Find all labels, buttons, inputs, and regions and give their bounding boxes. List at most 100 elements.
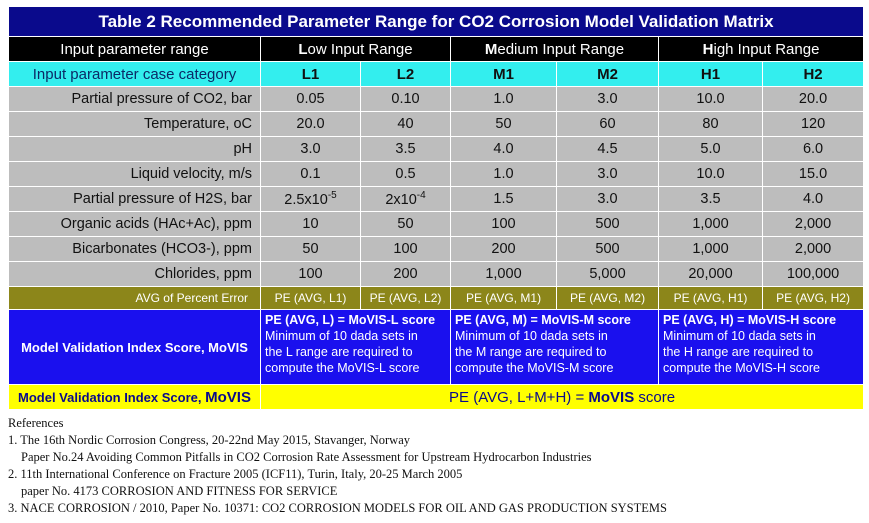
cell: 6.0 — [761, 136, 865, 162]
cell: 50 — [360, 211, 451, 237]
movis-low-block: PE (AVG, L) = MoVIS-L score Minimum of 1… — [260, 309, 451, 385]
cell: 2,000 — [761, 211, 865, 237]
cell: 60 — [556, 111, 659, 137]
row-label: Bicarbonates (HCO3-), ppm — [8, 236, 261, 262]
references-heading: References — [8, 416, 64, 430]
case-l1: L1 — [260, 61, 361, 87]
cell: 20.0 — [260, 111, 361, 137]
cell: 2x10-4 — [360, 186, 451, 212]
cell: 4.0 — [450, 136, 557, 162]
cell: 80 — [658, 111, 763, 137]
cell: 0.05 — [260, 86, 361, 112]
header-medium: Medium Input Range — [450, 36, 659, 62]
table-row: Liquid velocity, m/s 0.1 0.5 1.0 3.0 10.… — [8, 161, 865, 187]
row-label: Chlorides, ppm — [8, 261, 261, 287]
cell: 1,000 — [658, 236, 763, 262]
cell: 3.0 — [556, 161, 659, 187]
cell: 200 — [360, 261, 451, 287]
cell: 1.0 — [450, 161, 557, 187]
table-row-h2s: Partial pressure of H2S, bar 2.5x10-5 2x… — [8, 186, 865, 212]
avg-cell: PE (AVG, L1) — [260, 286, 361, 310]
row-label: pH — [8, 136, 261, 162]
cell: 120 — [761, 111, 865, 137]
cell: 1,000 — [658, 211, 763, 237]
final-score-label: Model Validation Index Score, MoVIS — [8, 384, 261, 410]
case-m1: M1 — [450, 61, 557, 87]
validation-matrix: Table 2 Recommended Parameter Range for … — [7, 6, 865, 410]
movis-high-block: PE (AVG, H) = MoVIS-H score Minimum of 1… — [657, 309, 865, 385]
row-label: Organic acids (HAc+Ac), ppm — [8, 211, 261, 237]
case-m2: M2 — [556, 61, 659, 87]
movis-label: Model Validation Index Score, MoVIS — [8, 309, 261, 385]
cell: 0.10 — [360, 86, 451, 112]
table-row: pH 3.0 3.5 4.0 4.5 5.0 6.0 — [8, 136, 865, 162]
table-row: Chlorides, ppm 100 200 1,000 5,000 20,00… — [8, 261, 865, 287]
cell: 4.5 — [556, 136, 659, 162]
cell: 3.0 — [556, 86, 659, 112]
cell: 15.0 — [761, 161, 865, 187]
cell: 10.0 — [658, 161, 763, 187]
cell: 0.5 — [360, 161, 451, 187]
cell: 20,000 — [658, 261, 763, 287]
cell: 4.0 — [761, 186, 865, 212]
reference-item: Paper No.24 Avoiding Common Pitfalls in … — [21, 450, 592, 464]
cell: 1.0 — [450, 86, 557, 112]
reference-item: paper No. 4173 CORROSION AND FITNESS FOR… — [21, 484, 338, 498]
table-title: Table 2 Recommended Parameter Range for … — [7, 6, 865, 37]
header-low: Low Input Range — [260, 36, 451, 62]
table-row: Organic acids (HAc+Ac), ppm 10 50 100 50… — [8, 211, 865, 237]
cell: 3.0 — [260, 136, 361, 162]
row-label: Partial pressure of H2S, bar — [8, 186, 261, 212]
cell: 1.5 — [450, 186, 557, 212]
cell: 500 — [556, 211, 659, 237]
cell: 0.1 — [260, 161, 361, 187]
cell: 10.0 — [658, 86, 763, 112]
cell: 40 — [360, 111, 451, 137]
header-label: Input parameter range — [8, 36, 261, 62]
cell: 50 — [450, 111, 557, 137]
avg-row: AVG of Percent Error PE (AVG, L1) PE (AV… — [8, 286, 865, 310]
reference-item: 3. NACE CORROSION / 2010, Paper No. 1037… — [8, 501, 667, 515]
table-row: Temperature, oC 20.0 40 50 60 80 120 — [8, 111, 865, 137]
cell: 100 — [360, 236, 451, 262]
cell: 5.0 — [658, 136, 763, 162]
cell: 100,000 — [761, 261, 865, 287]
cell: 1,000 — [450, 261, 557, 287]
avg-cell: PE (AVG, H2) — [761, 286, 865, 310]
reference-item: 2. 11th International Conference on Frac… — [8, 467, 463, 481]
cell: 3.0 — [556, 186, 659, 212]
cell: 20.0 — [761, 86, 865, 112]
movis-medium-block: PE (AVG, M) = MoVIS-M score Minimum of 1… — [450, 309, 659, 385]
header-high: High Input Range — [657, 36, 865, 62]
row-label: Liquid velocity, m/s — [8, 161, 261, 187]
avg-cell: PE (AVG, H1) — [658, 286, 763, 310]
references: References 1. The 16th Nordic Corrosion … — [8, 415, 863, 517]
row-label: Temperature, oC — [8, 111, 261, 137]
title-row: Table 2 Recommended Parameter Range for … — [7, 6, 865, 37]
cell: 500 — [556, 236, 659, 262]
cell: 100 — [260, 261, 361, 287]
cell: 200 — [450, 236, 557, 262]
cell: 3.5 — [360, 136, 451, 162]
cell: 5,000 — [556, 261, 659, 287]
cell: 100 — [450, 211, 557, 237]
final-score-row: Model Validation Index Score, MoVIS PE (… — [8, 384, 865, 410]
avg-cell: PE (AVG, M1) — [450, 286, 557, 310]
movis-row: Model Validation Index Score, MoVIS PE (… — [8, 309, 865, 385]
reference-item: 1. The 16th Nordic Corrosion Congress, 2… — [8, 433, 410, 447]
table-row: Partial pressure of CO2, bar 0.05 0.10 1… — [8, 86, 865, 112]
avg-cell: PE (AVG, M2) — [556, 286, 659, 310]
cell: 10 — [260, 211, 361, 237]
case-h2: H2 — [761, 61, 865, 87]
case-l2: L2 — [360, 61, 451, 87]
case-h1: H1 — [658, 61, 763, 87]
table-row: Bicarbonates (HCO3-), ppm 50 100 200 500… — [8, 236, 865, 262]
header-row: Input parameter range Low Input Range Me… — [8, 36, 865, 62]
cell: 2.5x10-5 — [260, 186, 361, 212]
avg-label: AVG of Percent Error — [8, 286, 261, 310]
row-label: Partial pressure of CO2, bar — [8, 86, 261, 112]
cell: 2,000 — [761, 236, 865, 262]
cell: 50 — [260, 236, 361, 262]
category-label: Input parameter case category — [8, 61, 261, 87]
category-row: Input parameter case category L1 L2 M1 M… — [8, 61, 865, 87]
